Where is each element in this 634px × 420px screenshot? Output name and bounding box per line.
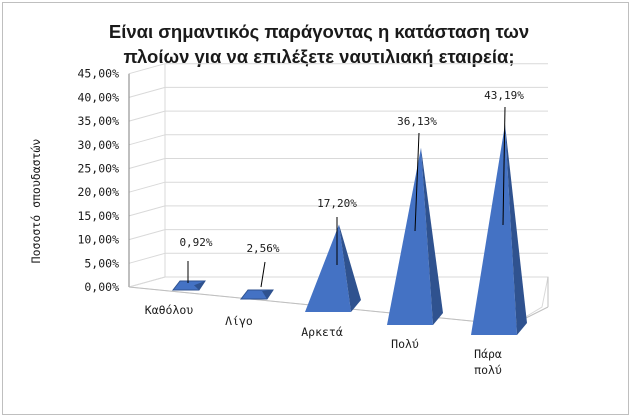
data-labels: 0,92% 2,56% 17,20% 36,13% 43,19% xyxy=(179,89,524,288)
gridline-side xyxy=(128,181,166,193)
category-label: Πολύ xyxy=(391,337,419,351)
data-label: 0,92% xyxy=(179,236,212,249)
data-label: 17,20% xyxy=(317,197,357,210)
pyramid-bar-side xyxy=(262,290,273,299)
gridline-side xyxy=(128,158,166,169)
gridline-side xyxy=(128,205,166,217)
category-label: Λίγο xyxy=(225,314,253,328)
pyramid-bar-side xyxy=(421,147,443,325)
y-axis-title: Ποσοστό σπουδαστών xyxy=(29,139,43,264)
chart-title: Είναι σημαντικός παράγοντας η κατάσταση … xyxy=(109,21,529,68)
pyramid-bar-side xyxy=(505,124,527,335)
chart-title-line: πλοίων για να επιλέξετε ναυτιλιακή εταιρ… xyxy=(123,46,514,68)
y-tick-label: 20,00% xyxy=(77,185,119,199)
gridline-side xyxy=(128,252,166,264)
gridline-side xyxy=(128,134,166,146)
chart-title-line: Είναι σημαντικός παράγοντας η κατάσταση … xyxy=(109,21,529,42)
pyramid-bar-side xyxy=(339,224,361,312)
y-tick-label: 25,00% xyxy=(77,162,119,176)
pyramid-series xyxy=(171,124,527,335)
category-label: Αρκετά xyxy=(301,325,343,339)
y-tick-label: 45,00% xyxy=(77,67,119,81)
category-label: Καθόλου xyxy=(145,303,194,317)
data-label: 43,19% xyxy=(484,89,524,102)
data-label-leader xyxy=(414,132,420,232)
y-tick-label: 5,00% xyxy=(84,256,119,270)
data-label-leader xyxy=(502,106,506,226)
data-label-leader xyxy=(260,261,266,288)
x-axis-categories: Καθόλου Λίγο Αρκετά Πολύ Πάρα πολύ xyxy=(145,303,502,377)
y-tick-label: 40,00% xyxy=(77,90,119,104)
y-tick-label: 0,00% xyxy=(84,280,119,294)
pyramid-bar xyxy=(387,147,433,325)
y-axis-ticks: 0,00% 5,00% 10,00% 15,00% 20,00% 25,00% 30,00%… xyxy=(77,67,119,294)
y-tick-label: 10,00% xyxy=(77,233,119,247)
y-tick-label: 30,00% xyxy=(77,138,119,152)
gridlines xyxy=(128,63,548,288)
data-label: 36,13% xyxy=(397,115,437,128)
pyramid-bar xyxy=(305,224,351,312)
gridline-side xyxy=(128,63,166,75)
chart-area: Είναι σημαντικός παράγοντας η κατάσταση … xyxy=(2,2,629,415)
gridline-side xyxy=(128,229,166,241)
pyramid-bar-side xyxy=(194,281,205,290)
data-label: 2,56% xyxy=(246,242,279,255)
y-tick-label: 35,00% xyxy=(77,114,119,128)
gridline-side xyxy=(128,110,166,122)
gridline-side xyxy=(128,86,166,98)
pyramid-bar xyxy=(471,124,517,335)
y-tick-label: 15,00% xyxy=(77,209,119,223)
y-axis-title-text: Ποσοστό σπουδαστών xyxy=(29,139,43,264)
category-label: Πάρα xyxy=(474,347,502,361)
pyramid-chart: Είναι σημαντικός παράγοντας η κατάσταση … xyxy=(29,21,549,377)
category-label: πολύ xyxy=(474,363,502,377)
